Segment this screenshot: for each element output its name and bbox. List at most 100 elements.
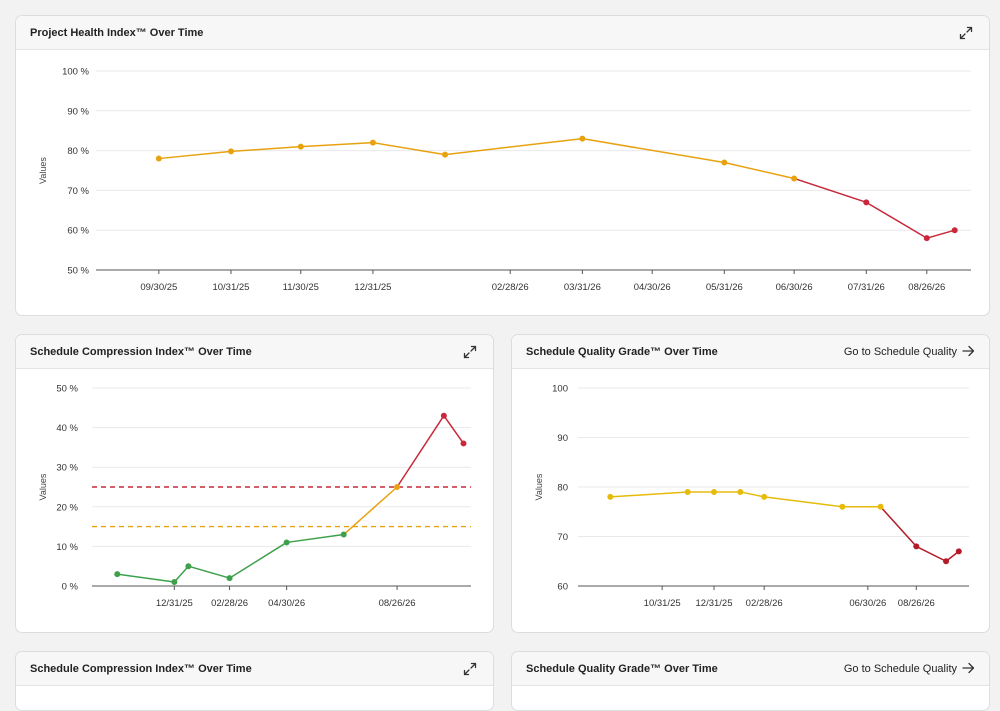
- data-point: [227, 148, 234, 155]
- project-health-chart: 100 % 90 % 80 % 70 % 60 % 50 % Values 09/30/25 1…: [38, 67, 971, 293]
- x-tick-label: 05/31/26: [706, 282, 743, 293]
- card-header: Schedule Compression Index™ Over Time: [16, 335, 493, 369]
- series-segment: [879, 506, 918, 548]
- card-title: Schedule Compression Index™ Over Time: [30, 662, 252, 675]
- card-header: Project Health Index™ Over Time: [16, 16, 989, 50]
- data-point: [283, 539, 290, 546]
- x-tick-label: 08/26/26: [898, 598, 935, 609]
- data-point: [684, 488, 691, 495]
- series-segment: [915, 545, 947, 562]
- series-segment: [228, 541, 288, 579]
- x-tick-label: 06/30/26: [849, 598, 886, 609]
- data-point: [721, 159, 728, 166]
- x-tick-label: 04/30/26: [268, 598, 305, 609]
- arrow-right-icon: [962, 345, 975, 359]
- series-segment: [372, 141, 446, 156]
- data-point: [877, 503, 884, 510]
- x-tick-label: 02/28/26: [211, 598, 248, 609]
- x-tick-label: 10/31/25: [644, 598, 681, 609]
- schedule-compression-card-2: Schedule Compression Index™ Over Time: [15, 651, 494, 711]
- y-tick-label: 90: [557, 433, 568, 444]
- data-point: [761, 493, 768, 500]
- series-segment: [116, 573, 176, 583]
- link-label: Go to Schedule Quality: [843, 662, 957, 675]
- y-tick-label: 50 %: [67, 266, 89, 277]
- x-tick-label: 04/30/26: [634, 282, 671, 293]
- y-tick-label: 10 %: [56, 542, 78, 553]
- data-point: [226, 575, 233, 582]
- series-segment: [723, 161, 795, 180]
- schedule-quality-card: Schedule Quality Grade™ Over Time Go to …: [511, 334, 990, 633]
- schedule-compression-chart: 50 % 40 % 30 % 20 % 10 % 0 % Values 12/31/25 02/…: [38, 384, 471, 609]
- y-tick-label: 60: [557, 582, 568, 593]
- data-point: [839, 503, 846, 510]
- x-tick-label: 09/30/25: [140, 282, 177, 293]
- series-segment: [285, 533, 345, 544]
- series-segment: [187, 565, 231, 579]
- schedule-quality-card-2: Schedule Quality Grade™ Over Time Go to …: [511, 651, 990, 711]
- data-point: [394, 484, 401, 490]
- link-label: Go to Schedule Quality: [843, 345, 957, 358]
- expand-icon[interactable]: [957, 24, 975, 42]
- data-point: [297, 143, 304, 150]
- go-to-schedule-quality-link[interactable]: Go to Schedule Quality: [844, 345, 975, 359]
- data-point: [579, 135, 586, 142]
- y-tick-label: 0 %: [62, 582, 79, 593]
- series-segment: [444, 137, 584, 156]
- data-point: [340, 531, 347, 538]
- card-title: Schedule Quality Grade™ Over Time: [526, 345, 718, 358]
- y-tick-label: 80 %: [67, 146, 89, 157]
- y-tick-label: 80: [557, 483, 568, 494]
- data-point: [737, 488, 744, 495]
- data-point: [955, 548, 962, 555]
- data-point: [440, 412, 447, 419]
- x-tick-label: 12/31/25: [354, 282, 391, 293]
- series-segment: [443, 414, 465, 445]
- series-segment: [158, 150, 232, 160]
- y-axis-label: Values: [534, 473, 544, 500]
- x-tick-label: 02/28/26: [746, 598, 783, 609]
- data-point: [460, 440, 467, 447]
- series-segment: [230, 145, 302, 153]
- go-to-schedule-quality-link[interactable]: Go to Schedule Quality: [844, 662, 975, 676]
- y-tick-label: 70: [557, 532, 568, 543]
- project-health-card: Project Health Index™ Over Time 100 % 90 …: [15, 15, 990, 316]
- card-title: Schedule Compression Index™ Over Time: [30, 345, 252, 358]
- y-tick-label: 100 %: [62, 67, 89, 78]
- series-segment: [926, 229, 956, 239]
- data-point: [943, 558, 950, 565]
- y-tick-label: 20 %: [56, 502, 78, 513]
- y-tick-label: 90 %: [67, 106, 89, 117]
- series-segment: [396, 414, 445, 488]
- y-tick-label: 30 %: [56, 463, 78, 474]
- data-point: [913, 543, 920, 550]
- x-tick-label: 12/31/25: [696, 598, 733, 609]
- card-header: Schedule Quality Grade™ Over Time Go to …: [512, 335, 989, 369]
- x-tick-label: 08/26/26: [908, 282, 945, 293]
- y-axis-label: Values: [38, 473, 48, 500]
- card-title: Project Health Index™ Over Time: [30, 26, 204, 39]
- x-tick-label: 02/28/26: [492, 282, 529, 293]
- data-point: [369, 139, 376, 146]
- data-point: [607, 493, 614, 500]
- y-tick-label: 40 %: [56, 423, 78, 434]
- series-segment: [609, 491, 689, 498]
- schedule-quality-chart: 100 90 80 70 60 Values 10/31/25 12/31/25 02/28/2…: [534, 384, 969, 609]
- data-point: [185, 563, 192, 570]
- expand-icon[interactable]: [461, 343, 479, 361]
- data-point: [791, 175, 798, 182]
- data-point: [155, 155, 162, 162]
- arrow-right-icon: [962, 662, 975, 676]
- series-segment: [342, 486, 398, 536]
- series-segment: [300, 141, 374, 148]
- data-point: [442, 151, 449, 158]
- series-segment: [739, 491, 765, 498]
- x-tick-label: 11/30/25: [283, 282, 319, 293]
- y-tick-label: 50 %: [56, 384, 78, 395]
- series-segment: [793, 177, 868, 204]
- expand-icon[interactable]: [461, 660, 479, 678]
- x-tick-label: 03/31/26: [564, 282, 601, 293]
- card-header: Schedule Compression Index™ Over Time: [16, 652, 493, 686]
- y-axis-label: Values: [38, 157, 48, 184]
- x-tick-label: 07/31/26: [848, 282, 885, 293]
